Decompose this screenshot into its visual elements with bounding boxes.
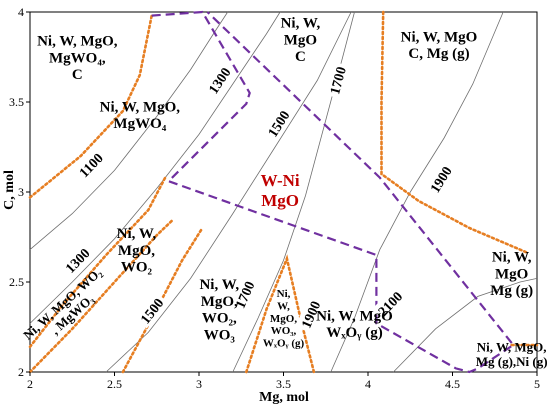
x-tick-label: 3 xyxy=(196,377,202,391)
phase-boundary-6 xyxy=(380,10,530,255)
y-tick-label: 4 xyxy=(18,5,24,19)
phase-boundary-4 xyxy=(121,226,204,374)
y-axis-label: C, mol xyxy=(2,170,17,210)
region-label-8: Ni, W, MgO WₓOᵧ (g) xyxy=(316,308,393,341)
phase-boundary-3 xyxy=(28,217,175,374)
isotherm-label-bg xyxy=(324,61,349,99)
isotherm-line-2100 xyxy=(393,278,538,373)
isotherm-label-bg xyxy=(424,160,456,198)
region-label-4: Ni, W, MgO, MgWO₄ xyxy=(100,99,181,132)
region-label-10: Ni, W, MgO, Mg (g),Ni (g) xyxy=(476,339,548,369)
isotherm-line-1700 xyxy=(232,11,355,373)
isotherm-label-bg xyxy=(261,104,294,142)
region-labels: Ni, W, MgO, MgWO₄, C Ni, W, MgO C Ni, W, MgO C,… xyxy=(20,15,547,368)
x-tick-label: 2 xyxy=(27,377,33,391)
region-label-9: Ni, W, MgO Mg (g) xyxy=(490,249,533,299)
isotherm-label-bg xyxy=(295,295,324,333)
y-tick-label: 2.5 xyxy=(9,275,24,289)
x-tick-label: 5 xyxy=(534,377,540,391)
isotherm-label-bg xyxy=(202,61,235,99)
isotherm-line-1900 xyxy=(330,11,504,373)
y-tick-label: 3.5 xyxy=(9,95,24,109)
target-region-outline xyxy=(151,10,515,374)
target-region-layer xyxy=(151,10,515,374)
x-tick-label: 4 xyxy=(365,377,371,391)
isotherm-lines xyxy=(29,11,538,373)
y-tick-label: 2 xyxy=(18,365,24,379)
region-label-7: Ni, W, MgO, WO₃, WₓOᵧ (g) xyxy=(263,288,305,349)
isotherm-label-bg xyxy=(58,241,95,278)
x-tick-label: 3.5 xyxy=(276,377,291,391)
axis-ticks: 2 2.5 3 3.5 4 4.5 5 2 2.5 3 3.5 4 xyxy=(9,5,540,391)
isotherm-label-bg xyxy=(371,285,407,321)
x-tick-label: 4.5 xyxy=(445,377,460,391)
phase-boundary-1 xyxy=(28,14,153,199)
isotherm-line-1100 xyxy=(29,11,229,250)
y-tick-label: 3 xyxy=(18,185,24,199)
isotherm-label-bg xyxy=(134,291,168,329)
region-label-1: Ni, W, MgO, MgWO₄, C xyxy=(37,34,118,84)
plot-area xyxy=(29,11,538,373)
phase-boundary-5 xyxy=(245,254,316,374)
x-tick-label: 2.5 xyxy=(107,377,122,391)
region-label-3: Ni, W, MgO C, Mg (g) xyxy=(401,29,478,62)
isotherm-line-1300 xyxy=(29,11,281,324)
isotherm-line-1500 xyxy=(105,11,352,373)
region-label-5: Ni, W, MgO, WO₂ xyxy=(117,226,157,276)
x-axis-label: Mg, mol xyxy=(259,390,309,405)
region-label-2: Ni, W, MgO C xyxy=(281,15,321,65)
isotherm-label-bg xyxy=(229,275,258,313)
center-label: W-Ni MgO xyxy=(261,171,300,210)
phase-boundary-2 xyxy=(28,176,167,349)
isotherm-label-bg xyxy=(72,146,108,183)
phase-boundaries xyxy=(28,10,539,374)
isotherm-label-1700: 1700 xyxy=(328,65,350,96)
region-label-6: Ni, W, MgO, WO₂, WO₃ xyxy=(199,277,239,343)
